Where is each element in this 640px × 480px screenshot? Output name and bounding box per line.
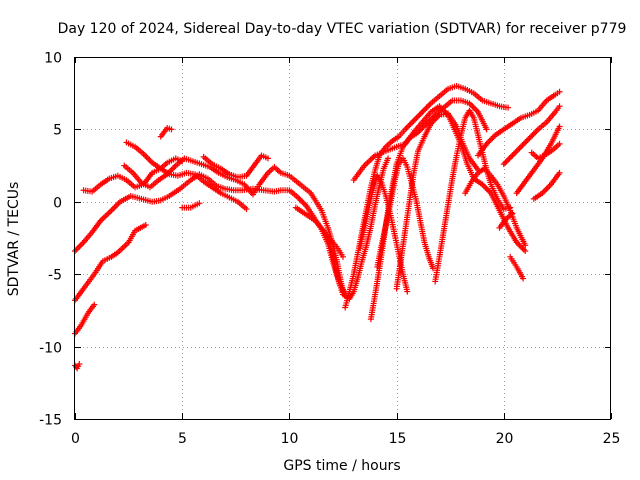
data-point bbox=[520, 275, 527, 282]
data-point bbox=[264, 155, 271, 162]
data-point bbox=[385, 155, 392, 162]
data-series bbox=[530, 169, 563, 202]
data-point bbox=[404, 288, 411, 295]
data-series bbox=[374, 155, 437, 272]
data-point bbox=[76, 360, 83, 367]
data-point bbox=[91, 301, 98, 308]
data-series bbox=[496, 210, 516, 231]
data-series bbox=[157, 124, 175, 140]
x-tick-labels: 0 5 10 15 20 25 bbox=[71, 431, 620, 447]
y-tick-label: 0 bbox=[53, 196, 62, 212]
y-tick-label: 10 bbox=[44, 51, 62, 67]
data-series bbox=[475, 88, 563, 159]
data-point bbox=[556, 140, 563, 147]
y-tick-label: -5 bbox=[48, 268, 62, 284]
data-series bbox=[72, 221, 149, 304]
plot-frame bbox=[74, 57, 611, 420]
data-series bbox=[393, 110, 482, 292]
data-point bbox=[483, 126, 490, 133]
chart-title: Day 120 of 2024, Sidereal Day-to-day VTE… bbox=[58, 21, 627, 37]
y-tick-label: -15 bbox=[39, 413, 62, 429]
data-series bbox=[513, 123, 563, 197]
data-point bbox=[556, 103, 563, 110]
data-series bbox=[292, 204, 346, 260]
x-axis-label: GPS time / hours bbox=[283, 458, 400, 474]
x-tick-label: 10 bbox=[281, 431, 299, 447]
data-series bbox=[357, 172, 411, 295]
y-tick-label: -10 bbox=[39, 341, 62, 357]
data-point bbox=[340, 253, 346, 260]
data-series bbox=[123, 139, 250, 213]
data-points bbox=[72, 82, 563, 372]
y-tick-label: 5 bbox=[53, 123, 62, 139]
x-tick-label: 15 bbox=[389, 431, 407, 447]
data-point bbox=[522, 242, 529, 249]
data-point bbox=[505, 104, 512, 111]
x-tick-label: 25 bbox=[603, 431, 621, 447]
data-series bbox=[528, 140, 563, 162]
tick-marks bbox=[75, 57, 612, 420]
data-point bbox=[556, 123, 563, 130]
data-series bbox=[179, 200, 203, 211]
data-series bbox=[200, 152, 271, 181]
data-series bbox=[500, 103, 563, 168]
data-series bbox=[72, 301, 98, 337]
y-axis-label: SDTVAR / TECUs bbox=[6, 182, 22, 297]
data-point bbox=[142, 221, 149, 228]
data-point bbox=[522, 248, 529, 255]
data-point bbox=[196, 200, 203, 207]
data-point bbox=[168, 126, 175, 133]
data-series bbox=[507, 253, 527, 282]
y-tick-labels: -15 -10 -5 0 5 10 bbox=[39, 51, 62, 429]
data-point bbox=[509, 210, 516, 217]
x-tick-label: 5 bbox=[178, 431, 187, 447]
data-point bbox=[243, 206, 250, 213]
x-tick-label: 20 bbox=[496, 431, 514, 447]
data-point bbox=[556, 169, 563, 176]
data-point bbox=[556, 88, 563, 95]
x-tick-label: 0 bbox=[71, 431, 80, 447]
